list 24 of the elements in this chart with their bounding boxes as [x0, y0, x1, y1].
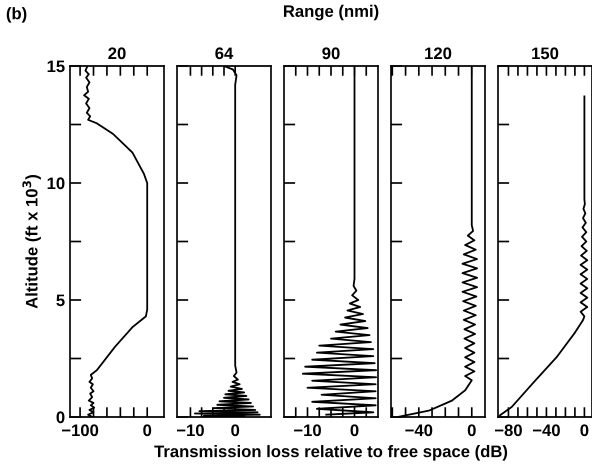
y-tick-label: 10 — [48, 177, 64, 190]
x-tick-label: −10 — [294, 424, 321, 436]
x-tick-label: −10 — [176, 424, 204, 436]
chart-title: 120 — [425, 47, 452, 60]
x-tick-label: 0 — [580, 424, 588, 436]
x-tick-label: −40 — [532, 424, 560, 436]
chart-title: 150 — [532, 47, 558, 60]
x-axis-title: Transmission loss relative to free space (dB) — [154, 445, 508, 461]
x-tick-label: 0 — [350, 424, 358, 436]
text: (b) — [6, 7, 26, 23]
chart-title: 90 — [322, 47, 340, 60]
x-tick-label: −40 — [405, 424, 432, 436]
text: Range (nmi) — [284, 4, 378, 20]
y-tick-label: 5 — [56, 294, 65, 306]
x-tick-label: 0 — [468, 424, 476, 436]
x-tick-label: 0 — [231, 424, 240, 436]
x-tick-label: −100 — [62, 424, 98, 436]
chart-title: 20 — [108, 47, 126, 60]
y-tick-label: 15 — [48, 60, 65, 72]
x-tick-label: −80 — [495, 424, 522, 436]
chart-title: 64 — [215, 47, 234, 60]
y-tick-label: 0 — [56, 411, 64, 424]
y-axis-title: Altitude (ft x 10$^{3}$) — [22, 175, 41, 308]
x-tick-label: 0 — [143, 424, 152, 436]
